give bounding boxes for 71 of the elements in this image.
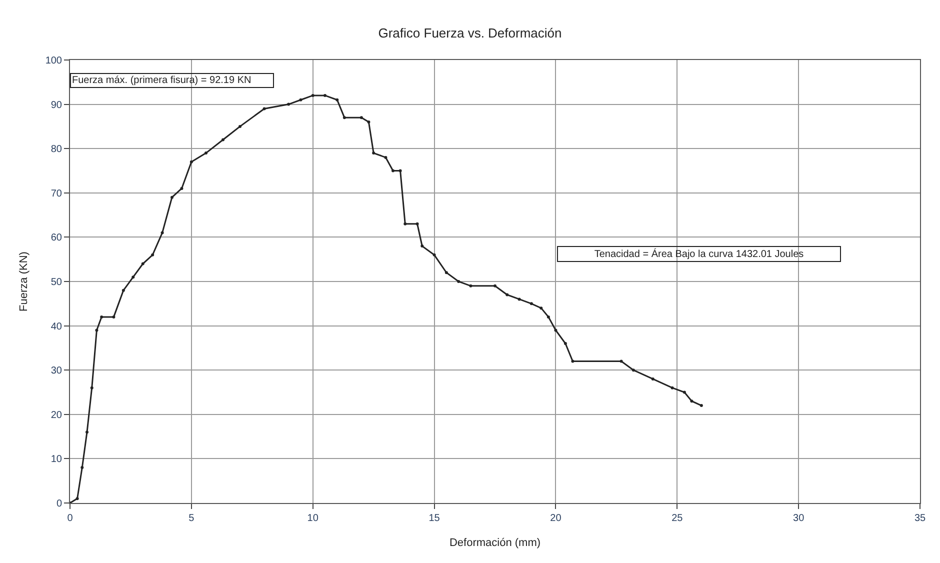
point [112, 315, 116, 318]
point [546, 315, 550, 318]
y-tick-label: 0 [56, 498, 62, 510]
y-tick-label: 50 [50, 277, 62, 288]
point [122, 288, 125, 292]
point [342, 116, 346, 120]
point [190, 160, 193, 164]
point [80, 466, 84, 470]
point [311, 94, 314, 97]
point [151, 253, 154, 256]
y-tick-label: 60 [50, 232, 62, 244]
x-tick-label: 0 [67, 513, 74, 524]
x-tick-label: 15 [428, 513, 440, 524]
point [170, 196, 174, 199]
point [506, 293, 509, 296]
point [262, 107, 266, 110]
x-tick-label: 20 [550, 513, 562, 524]
point [416, 222, 419, 226]
x-tick-label: 30 [793, 513, 805, 524]
point [287, 102, 290, 106]
x-axis-title: Deformación (mm) [449, 537, 541, 550]
point [141, 262, 144, 266]
point [299, 98, 302, 102]
point [632, 368, 635, 372]
point [180, 186, 184, 190]
point [398, 169, 402, 172]
point [554, 328, 558, 332]
point [700, 404, 703, 408]
y-tick-label: 10 [50, 454, 62, 466]
point [620, 360, 623, 363]
y-tick-label: 20 [50, 410, 62, 421]
point [651, 377, 654, 380]
point [372, 152, 376, 155]
y-tick-label: 70 [50, 188, 62, 200]
point [469, 284, 472, 288]
y-tick-label: 30 [50, 366, 62, 377]
y-tick-label: 40 [50, 321, 62, 332]
point [160, 231, 164, 234]
point [76, 497, 79, 500]
point [540, 306, 543, 310]
point [571, 360, 574, 363]
point [690, 400, 694, 403]
y-tick-label: 90 [50, 100, 62, 111]
y-tick-label: 100 [45, 56, 62, 66]
point [367, 120, 370, 124]
point [222, 138, 224, 142]
point [682, 390, 686, 394]
point [670, 386, 674, 390]
point [444, 271, 448, 274]
point [392, 169, 394, 172]
point [432, 253, 436, 256]
x-tick-label: 25 [672, 513, 684, 524]
annotation: Tenacidad = Área Bajo la curva 1432.01 Joules [594, 248, 804, 260]
point [132, 276, 135, 279]
y-tick-label: 80 [50, 144, 62, 156]
point [336, 98, 339, 102]
chart-title: Grafico Fuerza vs. Deformación [378, 25, 562, 40]
x-tick-label: 10 [307, 513, 319, 524]
point [494, 284, 496, 288]
point [360, 116, 363, 120]
point [518, 298, 521, 301]
point [420, 244, 424, 248]
point [384, 156, 388, 159]
point [90, 386, 94, 390]
point [564, 342, 567, 346]
x-tick-label: 35 [914, 513, 926, 524]
point [530, 302, 533, 306]
annotation: Fuerza máx. (primera fisura) = 92.19 KN [72, 75, 252, 86]
y-axis-title: Fuerza (KN) [18, 252, 30, 312]
x-tick-label: 5 [188, 513, 195, 524]
point [95, 328, 98, 332]
